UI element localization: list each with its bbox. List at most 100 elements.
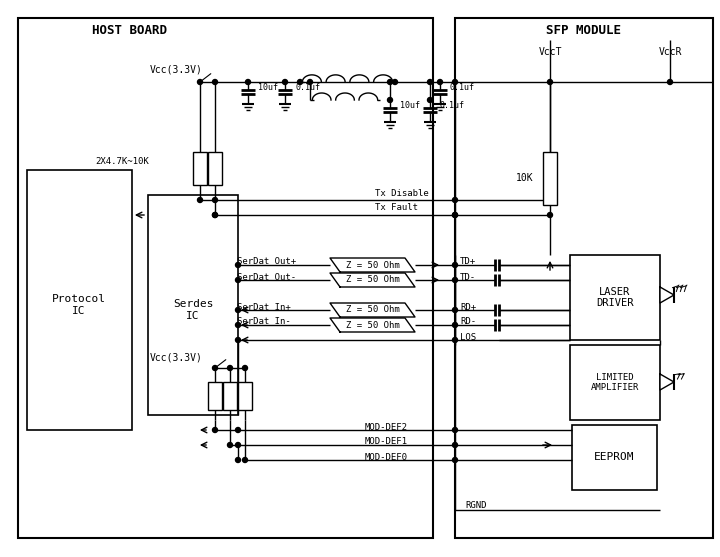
Text: EEPROM: EEPROM bbox=[594, 452, 635, 462]
Text: Serdes
IC: Serdes IC bbox=[173, 299, 213, 321]
Circle shape bbox=[428, 80, 433, 85]
Circle shape bbox=[212, 213, 217, 217]
Text: SFP MODULE: SFP MODULE bbox=[546, 23, 621, 37]
Circle shape bbox=[235, 307, 240, 312]
Text: SerDat In-: SerDat In- bbox=[237, 317, 291, 326]
Circle shape bbox=[452, 213, 457, 217]
Circle shape bbox=[197, 198, 202, 203]
Text: TD-: TD- bbox=[460, 272, 476, 281]
Circle shape bbox=[212, 80, 217, 85]
Text: Tx Disable: Tx Disable bbox=[375, 188, 428, 198]
Circle shape bbox=[297, 80, 302, 85]
Text: MOD-DEF1: MOD-DEF1 bbox=[365, 437, 408, 447]
Text: TD+: TD+ bbox=[460, 257, 476, 266]
Bar bbox=[223, 382, 237, 410]
Text: Z = 50 Ohm: Z = 50 Ohm bbox=[346, 276, 400, 285]
Text: SerDat Out-: SerDat Out- bbox=[237, 272, 296, 281]
Circle shape bbox=[243, 457, 248, 462]
Bar bbox=[238, 382, 252, 410]
Circle shape bbox=[235, 338, 240, 343]
Polygon shape bbox=[330, 318, 415, 332]
Text: LIMITED
AMPLIFIER: LIMITED AMPLIFIER bbox=[591, 373, 639, 392]
Circle shape bbox=[235, 442, 240, 447]
Text: 2X4.7K~10K: 2X4.7K~10K bbox=[95, 158, 149, 167]
Text: RD-: RD- bbox=[460, 317, 476, 326]
Bar bbox=[455, 18, 713, 538]
Text: VccT: VccT bbox=[539, 47, 562, 57]
Circle shape bbox=[452, 428, 457, 432]
Circle shape bbox=[243, 365, 248, 370]
Circle shape bbox=[452, 323, 457, 328]
Bar bbox=[572, 425, 657, 490]
Text: MOD-DEF0: MOD-DEF0 bbox=[365, 452, 408, 462]
Circle shape bbox=[452, 213, 457, 217]
Bar bbox=[208, 382, 222, 410]
Circle shape bbox=[452, 457, 457, 462]
Text: RGND: RGND bbox=[465, 501, 487, 510]
Polygon shape bbox=[330, 273, 415, 287]
Circle shape bbox=[212, 198, 217, 203]
Bar bbox=[193, 152, 207, 185]
Circle shape bbox=[452, 80, 457, 85]
Text: Protocol
IC: Protocol IC bbox=[52, 294, 106, 316]
Text: Vcc(3.3V): Vcc(3.3V) bbox=[150, 65, 203, 75]
Circle shape bbox=[235, 457, 240, 462]
Bar bbox=[208, 152, 222, 185]
Circle shape bbox=[452, 262, 457, 267]
Polygon shape bbox=[660, 374, 674, 390]
Circle shape bbox=[452, 307, 457, 312]
Bar bbox=[148, 195, 238, 415]
Circle shape bbox=[392, 80, 397, 85]
Circle shape bbox=[197, 80, 202, 85]
Text: LASER
DRIVER: LASER DRIVER bbox=[596, 287, 634, 309]
Circle shape bbox=[452, 442, 457, 447]
Text: Tx Fault: Tx Fault bbox=[375, 203, 418, 213]
Text: MOD-DEF2: MOD-DEF2 bbox=[365, 423, 408, 432]
Circle shape bbox=[235, 428, 240, 432]
Circle shape bbox=[235, 323, 240, 328]
Text: Z = 50 Ohm: Z = 50 Ohm bbox=[346, 261, 400, 270]
Text: Vcc(3.3V): Vcc(3.3V) bbox=[150, 353, 203, 363]
Text: 10uf: 10uf bbox=[400, 100, 420, 110]
Text: 0.1uf: 0.1uf bbox=[440, 100, 465, 110]
Text: HOST BOARD: HOST BOARD bbox=[92, 23, 168, 37]
Bar bbox=[18, 18, 433, 538]
Circle shape bbox=[667, 80, 672, 85]
Circle shape bbox=[452, 277, 457, 282]
Text: 10K: 10K bbox=[516, 173, 533, 183]
Text: 0.1uf: 0.1uf bbox=[295, 82, 320, 91]
Circle shape bbox=[452, 338, 457, 343]
Circle shape bbox=[547, 80, 552, 85]
Text: Z = 50 Ohm: Z = 50 Ohm bbox=[346, 305, 400, 315]
Polygon shape bbox=[330, 303, 415, 317]
Circle shape bbox=[212, 213, 217, 217]
Text: 10uf: 10uf bbox=[258, 82, 278, 91]
Circle shape bbox=[212, 365, 217, 370]
Circle shape bbox=[307, 80, 312, 85]
Bar bbox=[543, 152, 557, 205]
Circle shape bbox=[228, 442, 233, 447]
Circle shape bbox=[235, 277, 240, 282]
Polygon shape bbox=[660, 287, 674, 303]
Polygon shape bbox=[330, 258, 415, 272]
Text: 0.1uf: 0.1uf bbox=[450, 82, 475, 91]
Circle shape bbox=[547, 213, 552, 217]
Text: SerDat In+: SerDat In+ bbox=[237, 302, 291, 311]
Text: LOS: LOS bbox=[460, 333, 476, 341]
Circle shape bbox=[235, 262, 240, 267]
Circle shape bbox=[228, 365, 233, 370]
Circle shape bbox=[428, 97, 433, 102]
Circle shape bbox=[282, 80, 287, 85]
Circle shape bbox=[212, 428, 217, 432]
Bar bbox=[27, 170, 132, 430]
Text: SerDat Out+: SerDat Out+ bbox=[237, 257, 296, 266]
Circle shape bbox=[387, 80, 392, 85]
Text: VccR: VccR bbox=[658, 47, 682, 57]
Bar bbox=[570, 255, 660, 340]
Circle shape bbox=[438, 80, 443, 85]
Bar bbox=[570, 345, 660, 420]
Text: RD+: RD+ bbox=[460, 302, 476, 311]
Text: Z = 50 Ohm: Z = 50 Ohm bbox=[346, 320, 400, 330]
Circle shape bbox=[452, 198, 457, 203]
Circle shape bbox=[246, 80, 251, 85]
